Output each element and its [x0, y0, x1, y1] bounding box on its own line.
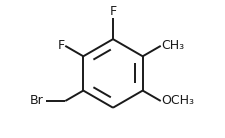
Text: F: F: [109, 5, 116, 18]
Text: OCH₃: OCH₃: [161, 95, 194, 108]
Text: F: F: [57, 39, 64, 52]
Text: Br: Br: [30, 95, 44, 108]
Text: CH₃: CH₃: [161, 39, 184, 52]
